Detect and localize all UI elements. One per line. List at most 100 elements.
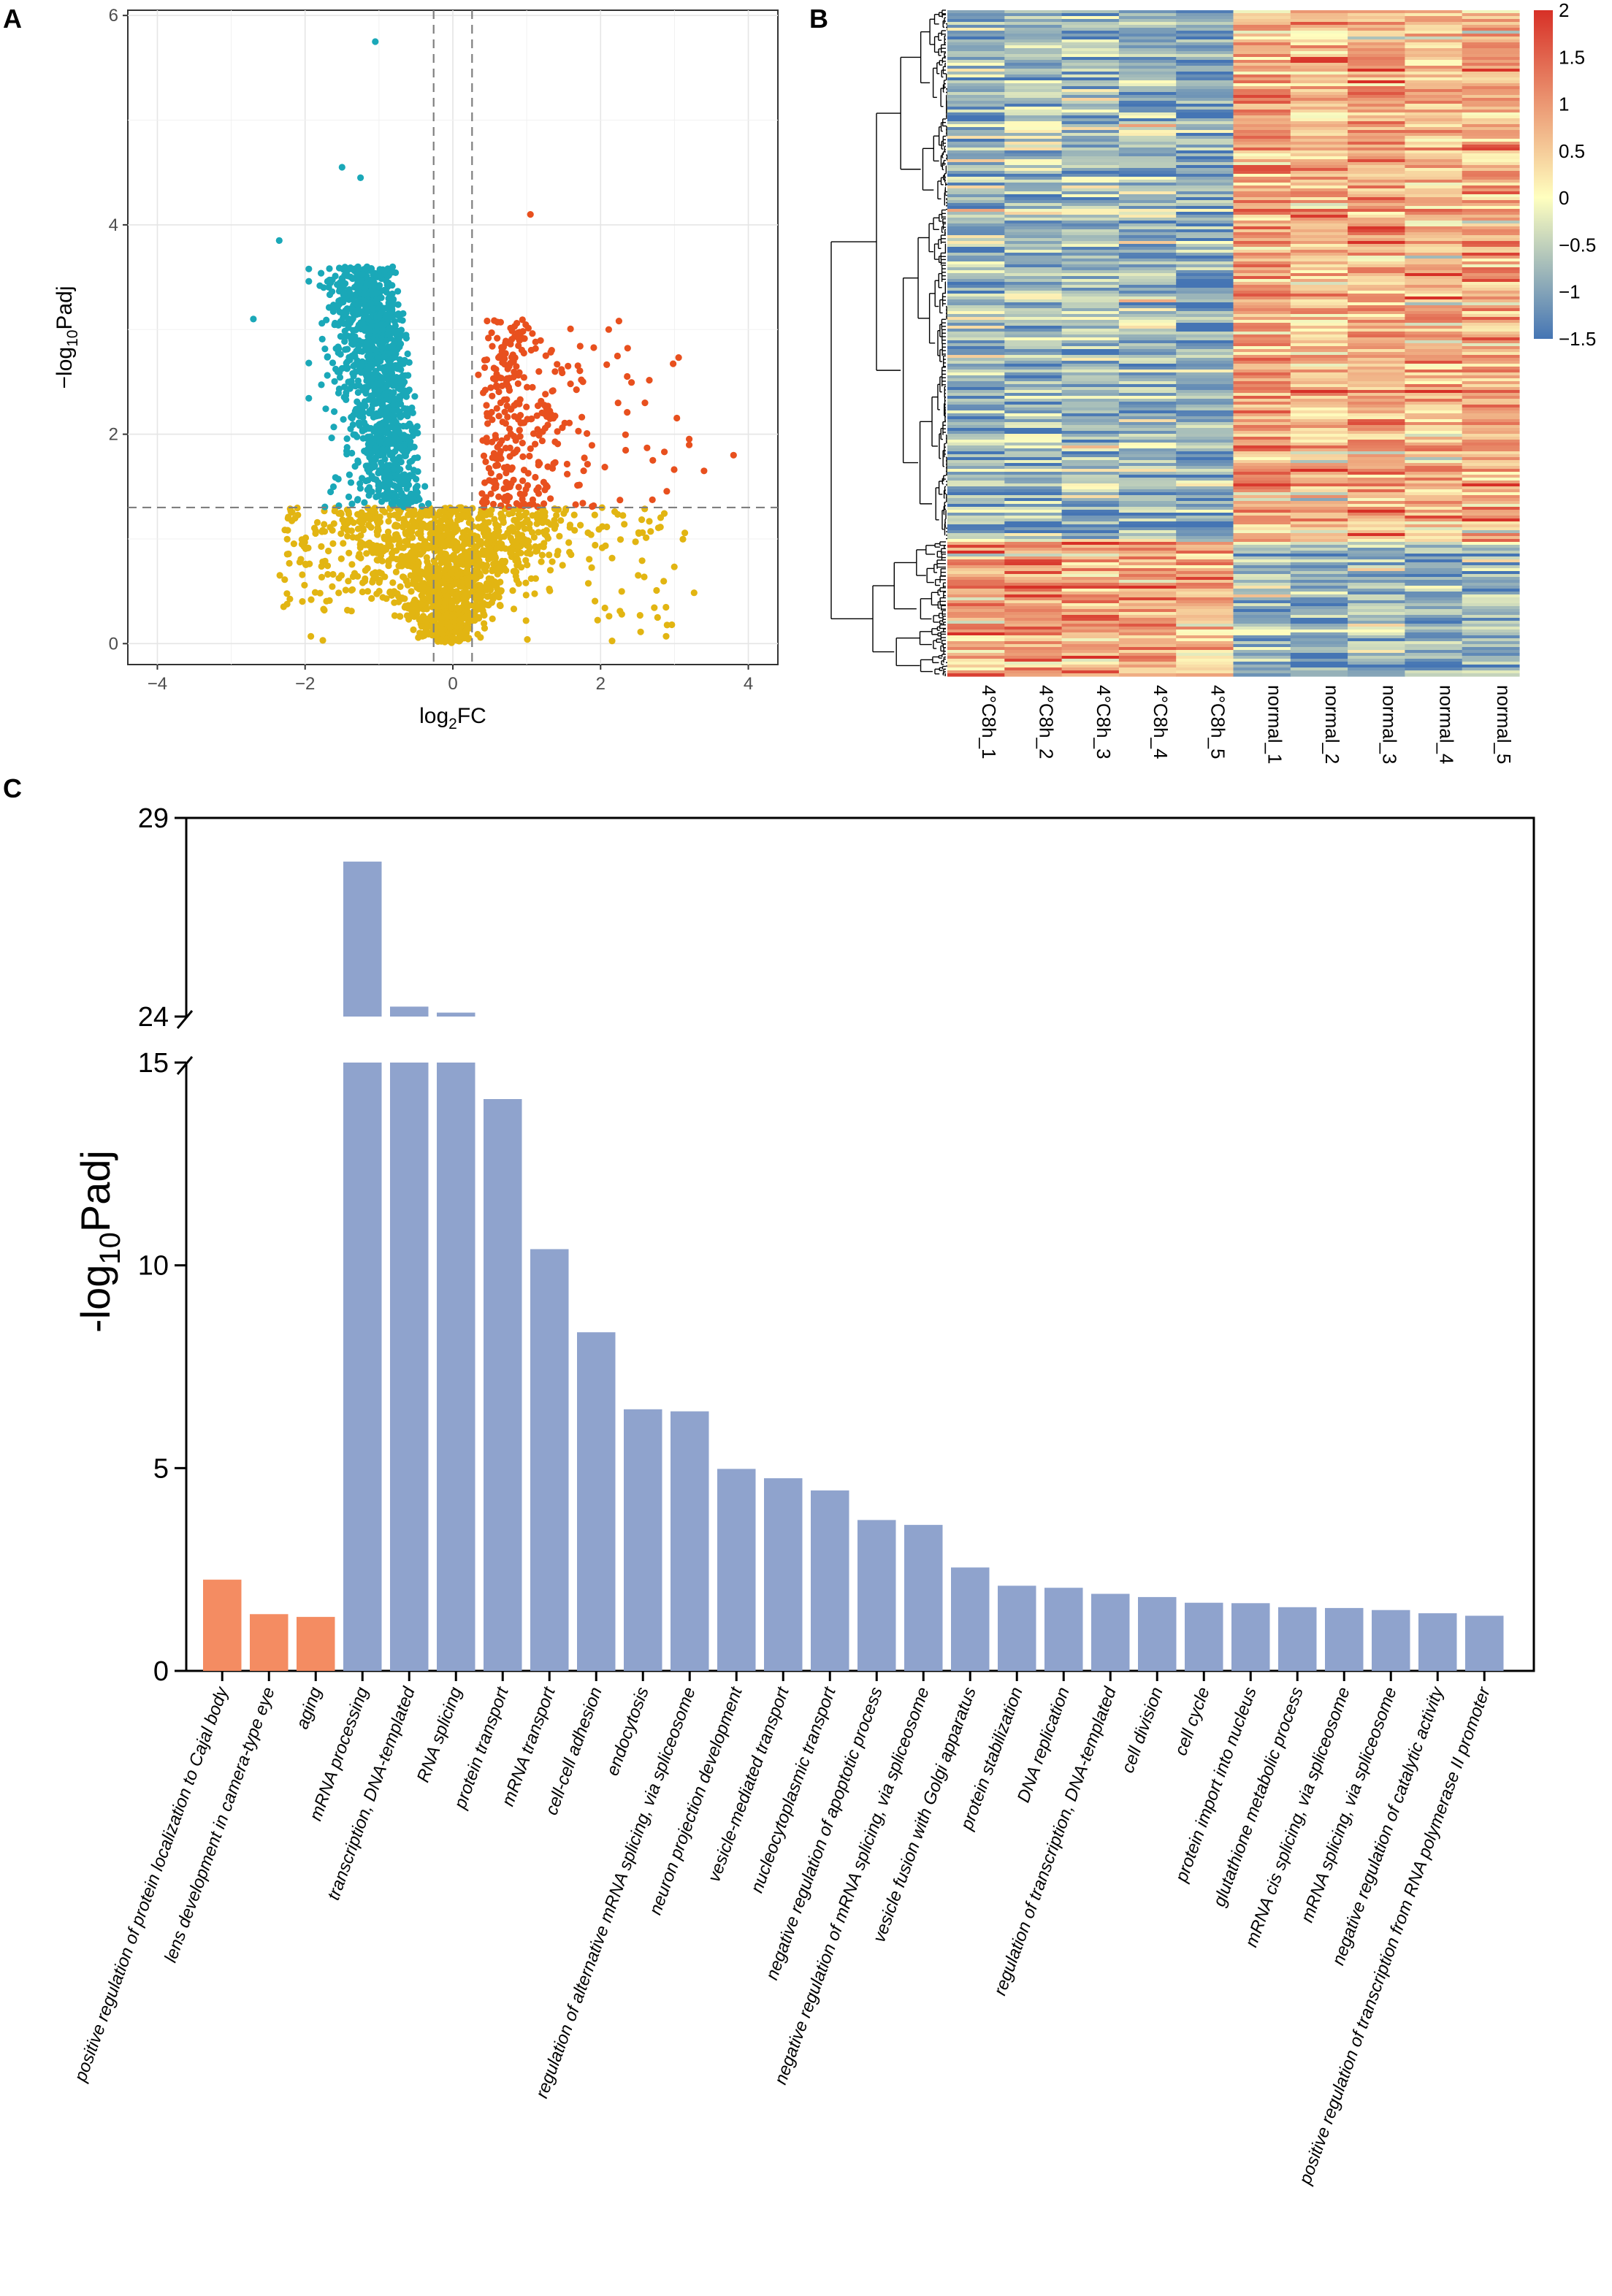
- volcano-point: [447, 554, 454, 562]
- heatmap-cell: [1004, 229, 1063, 233]
- heatmap-cell: [1061, 183, 1120, 186]
- heatmap-cell: [1348, 130, 1405, 134]
- heatmap-cell: [1176, 308, 1234, 312]
- volcano-point: [326, 265, 333, 272]
- heatmap-cell: [1290, 299, 1348, 303]
- heatmap-cell: [947, 54, 1005, 58]
- heatmap-cell: [1233, 299, 1291, 303]
- volcano-point: [327, 488, 335, 496]
- volcano-point: [576, 343, 584, 350]
- heatmap-cell: [1348, 63, 1405, 66]
- heatmap-cell: [1061, 130, 1120, 134]
- volcano-point: [480, 452, 488, 459]
- volcano-point: [493, 545, 500, 552]
- heatmap-cell: [947, 118, 1005, 122]
- volcano-point: [367, 276, 375, 283]
- volcano-point: [434, 573, 442, 581]
- volcano-point: [362, 265, 370, 272]
- heatmap-cell: [1004, 121, 1063, 125]
- volcano-point: [378, 294, 385, 302]
- heatmap-cell: [1462, 136, 1520, 139]
- heatmap-cell: [1061, 241, 1120, 245]
- volcano-point: [323, 597, 330, 605]
- volcano-point: [359, 588, 366, 596]
- heatmap-cell: [1462, 142, 1520, 145]
- heatmap-cell: [947, 183, 1005, 186]
- volcano-point: [330, 520, 337, 527]
- heatmap-cell: [1233, 28, 1291, 31]
- heatmap-cell: [1233, 247, 1291, 250]
- volcano-point: [383, 383, 391, 390]
- heatmap-cell: [1462, 95, 1520, 99]
- heatmap-cell: [1176, 372, 1234, 376]
- heatmap-cell: [1462, 162, 1520, 166]
- heatmap-cell: [1118, 291, 1177, 294]
- volcano-point: [489, 615, 496, 623]
- volcano-point: [510, 358, 517, 365]
- heatmap-cell: [1061, 413, 1120, 417]
- heatmap-cell: [1176, 177, 1234, 180]
- heatmap-cell: [1462, 19, 1520, 23]
- heatmap-cell: [1405, 311, 1463, 315]
- heatmap-cell: [947, 346, 1005, 350]
- heatmap-cell: [1118, 399, 1177, 402]
- heatmap-cell: [1348, 332, 1405, 335]
- heatmap-cell: [1061, 121, 1120, 125]
- heatmap-cell: [1061, 19, 1120, 23]
- heatmap-cell: [1176, 54, 1234, 58]
- volcano-point: [524, 537, 532, 544]
- volcano-point: [434, 602, 441, 610]
- volcano-point: [409, 432, 416, 440]
- volcano-point: [391, 612, 399, 619]
- heatmap-cell: [1348, 77, 1405, 81]
- heatmap-cell: [1405, 337, 1463, 341]
- volcano-point: [382, 313, 390, 320]
- volcano-point: [400, 478, 408, 486]
- volcano-point: [690, 589, 698, 597]
- heatmap-cell: [1462, 153, 1520, 157]
- volcano-point: [375, 482, 382, 489]
- heatmap-cell: [1004, 101, 1063, 104]
- volcano-point: [485, 464, 493, 472]
- heatmap-cell: [1233, 13, 1291, 17]
- heatmap-cell: [1004, 334, 1063, 338]
- volcano-point: [419, 548, 427, 556]
- heatmap-cell: [1290, 48, 1348, 52]
- heatmap-cell: [1004, 127, 1063, 131]
- heatmap-cell: [947, 256, 1005, 259]
- heatmap-cell: [1405, 150, 1463, 154]
- volcano-point: [482, 567, 489, 575]
- heatmap-cell: [947, 215, 1005, 218]
- heatmap-cell: [1348, 378, 1405, 382]
- heatmap-cell: [1061, 402, 1120, 405]
- volcano-point: [504, 413, 511, 421]
- heatmap-cell: [1176, 191, 1234, 195]
- volcano-point: [379, 402, 386, 410]
- heatmap-cell: [1462, 340, 1520, 344]
- volcano-point: [372, 573, 380, 581]
- volcano-point: [488, 408, 495, 416]
- volcano-point: [357, 174, 364, 181]
- volcano-point: [394, 590, 401, 597]
- heatmap-cell: [1462, 405, 1520, 408]
- volcano-point: [350, 372, 357, 380]
- heatmap-cell: [1462, 34, 1520, 37]
- volcano-point: [341, 272, 348, 279]
- volcano-point: [542, 352, 549, 359]
- volcano-point: [345, 549, 353, 556]
- volcano-point: [410, 507, 418, 514]
- heatmap-cell: [1176, 209, 1234, 213]
- heatmap-cell: [1004, 349, 1063, 353]
- heatmap-cell: [1233, 223, 1291, 227]
- heatmap-cell: [947, 413, 1005, 417]
- volcano-point: [452, 527, 459, 535]
- volcano-point: [348, 561, 356, 568]
- volcano-x-tick-label: −4: [148, 674, 167, 694]
- heatmap-cell: [1462, 127, 1520, 131]
- volcano-point: [624, 372, 631, 380]
- heatmap-cell: [1348, 367, 1405, 370]
- heatmap-cell: [1004, 273, 1063, 277]
- heatmap-cell: [1118, 402, 1177, 405]
- heatmap-cell: [1462, 261, 1520, 265]
- heatmap-cell: [1348, 183, 1405, 186]
